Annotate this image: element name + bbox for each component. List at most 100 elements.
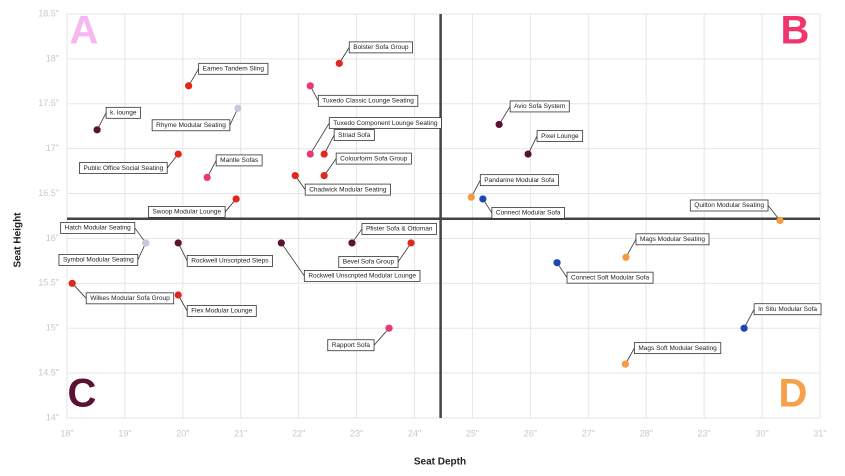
- point: [320, 150, 328, 158]
- x-tick-label: 24": [408, 428, 421, 438]
- label-text: Pandarine Modular Sofa: [484, 177, 554, 184]
- label-box: [198, 62, 269, 75]
- point: [407, 239, 415, 247]
- point: [68, 279, 76, 287]
- label-box: [348, 41, 413, 54]
- point-label: Striad Sofa: [333, 129, 375, 141]
- label-box: [60, 222, 136, 234]
- x-tick-label: 18": [60, 428, 73, 438]
- point-label: Rockwell Unscripted Steps: [186, 255, 273, 267]
- label-box: [479, 174, 559, 187]
- label-text: Connect Soft Modular Sofa: [571, 274, 649, 281]
- point: [174, 150, 182, 158]
- point-label: Mags Modular Seating: [635, 233, 710, 246]
- label-text: Eames Tandem Sling: [203, 66, 265, 73]
- leader-line: [309, 122, 330, 155]
- y-axis-title: Seat Height: [13, 212, 24, 268]
- leader-line: [373, 327, 390, 346]
- label-box: [303, 270, 421, 282]
- quadrant-letter: D: [779, 372, 808, 416]
- point-label: Connect Soft Modular Sofa: [566, 271, 654, 284]
- point: [495, 120, 503, 129]
- label-box: [633, 342, 722, 355]
- point: [524, 150, 532, 158]
- y-tick-label: 16": [46, 233, 59, 243]
- point-label: Eames Tandem Sling: [198, 62, 269, 75]
- point-label: Public Office Social Seating: [79, 162, 168, 174]
- point: [306, 150, 314, 158]
- label-text: Rhyme Modular Seating: [156, 122, 226, 129]
- label-text: Rockwell Unscripted Steps: [191, 258, 269, 265]
- point-label: Bolster Sofa Group: [348, 41, 413, 54]
- point: [740, 324, 748, 332]
- quadrant-letter: C: [68, 372, 97, 416]
- label-text: Connect Modular Sofa: [496, 210, 561, 217]
- label-box: [333, 129, 375, 141]
- x-tick-label: 23": [698, 428, 711, 438]
- label-box: [151, 119, 231, 132]
- label-box: [317, 94, 419, 107]
- label-text: Tuxedo Classic Lounge Seating: [322, 98, 414, 105]
- point-label: Avio Sofa System: [509, 100, 570, 113]
- point: [142, 239, 150, 247]
- point-label: Hatch Modular Seating: [60, 222, 136, 234]
- x-tick-label: 26": [524, 428, 537, 438]
- x-tick-label: 22": [292, 428, 305, 438]
- point: [277, 239, 285, 247]
- point: [479, 195, 487, 203]
- point-label: Flex Modular Lounge: [186, 305, 257, 317]
- point-label: Pfister Sofa & Ottoman: [361, 223, 437, 235]
- point-label: Pandarine Modular Sofa: [479, 174, 559, 187]
- point-label: Chadwick Modular Seating: [304, 183, 391, 196]
- point-label: Wilkes Modular Sofa Group: [85, 292, 175, 305]
- quadrant-letter: A: [70, 9, 99, 53]
- point-label: Pixel Lounge: [536, 130, 584, 142]
- label-text: Striad Sofa: [338, 132, 371, 139]
- label-box: [509, 100, 570, 113]
- point-label: Rapport Sofa: [327, 339, 375, 352]
- point: [291, 172, 299, 180]
- label-text: Bolster Sofa Group: [353, 44, 409, 51]
- label-box: [327, 339, 375, 352]
- point-label: Rockwell Unscripted Modular Lounge: [303, 270, 421, 282]
- label-box: [689, 199, 769, 212]
- point-label: Symbol Modular Seating: [58, 254, 139, 266]
- point: [93, 126, 101, 134]
- y-tick-label: 17": [46, 143, 59, 153]
- label-box: [753, 303, 822, 316]
- x-tick-label: 25": [466, 428, 479, 438]
- label-text: Mags Soft Modular Seating: [638, 345, 717, 352]
- point-label: Mags Soft Modular Seating: [633, 342, 722, 355]
- label-text: Pixel Lounge: [541, 133, 579, 140]
- point: [174, 239, 182, 247]
- label-text: Bevel Sofa Group: [343, 259, 395, 266]
- point: [174, 291, 182, 299]
- label-text: Tuxedo Component Lounge Seating: [333, 120, 438, 127]
- label-text: Hatch Modular Seating: [65, 225, 132, 232]
- label-box: [491, 207, 565, 219]
- label-box: [79, 162, 168, 174]
- label-text: Avio Sofa System: [514, 103, 565, 110]
- y-tick-label: 14": [46, 412, 59, 422]
- label-text: Public Office Social Seating: [83, 165, 163, 172]
- y-tick-label: 15.5": [38, 278, 59, 288]
- leader-line: [280, 242, 305, 277]
- point-label: k. lounge: [105, 106, 141, 119]
- x-tick-label: 23": [350, 428, 363, 438]
- y-tick-label: 16.5": [38, 188, 59, 198]
- point: [622, 253, 630, 261]
- point: [320, 172, 328, 180]
- label-box: [215, 154, 263, 167]
- y-tick-label: 17.5": [38, 98, 59, 108]
- label-text: Wilkes Modular Sofa Group: [90, 295, 170, 302]
- point: [232, 195, 240, 203]
- point-label: Tuxedo Component Lounge Seating: [328, 117, 442, 129]
- quadrant-letter: B: [781, 9, 810, 53]
- label-box: [186, 255, 273, 267]
- label-box: [328, 117, 442, 129]
- point-label: Colourform Sofa Group: [335, 152, 412, 165]
- label-text: Flex Modular Lounge: [191, 308, 252, 315]
- point: [234, 104, 242, 112]
- point-label: Mantle Sofas: [215, 154, 263, 167]
